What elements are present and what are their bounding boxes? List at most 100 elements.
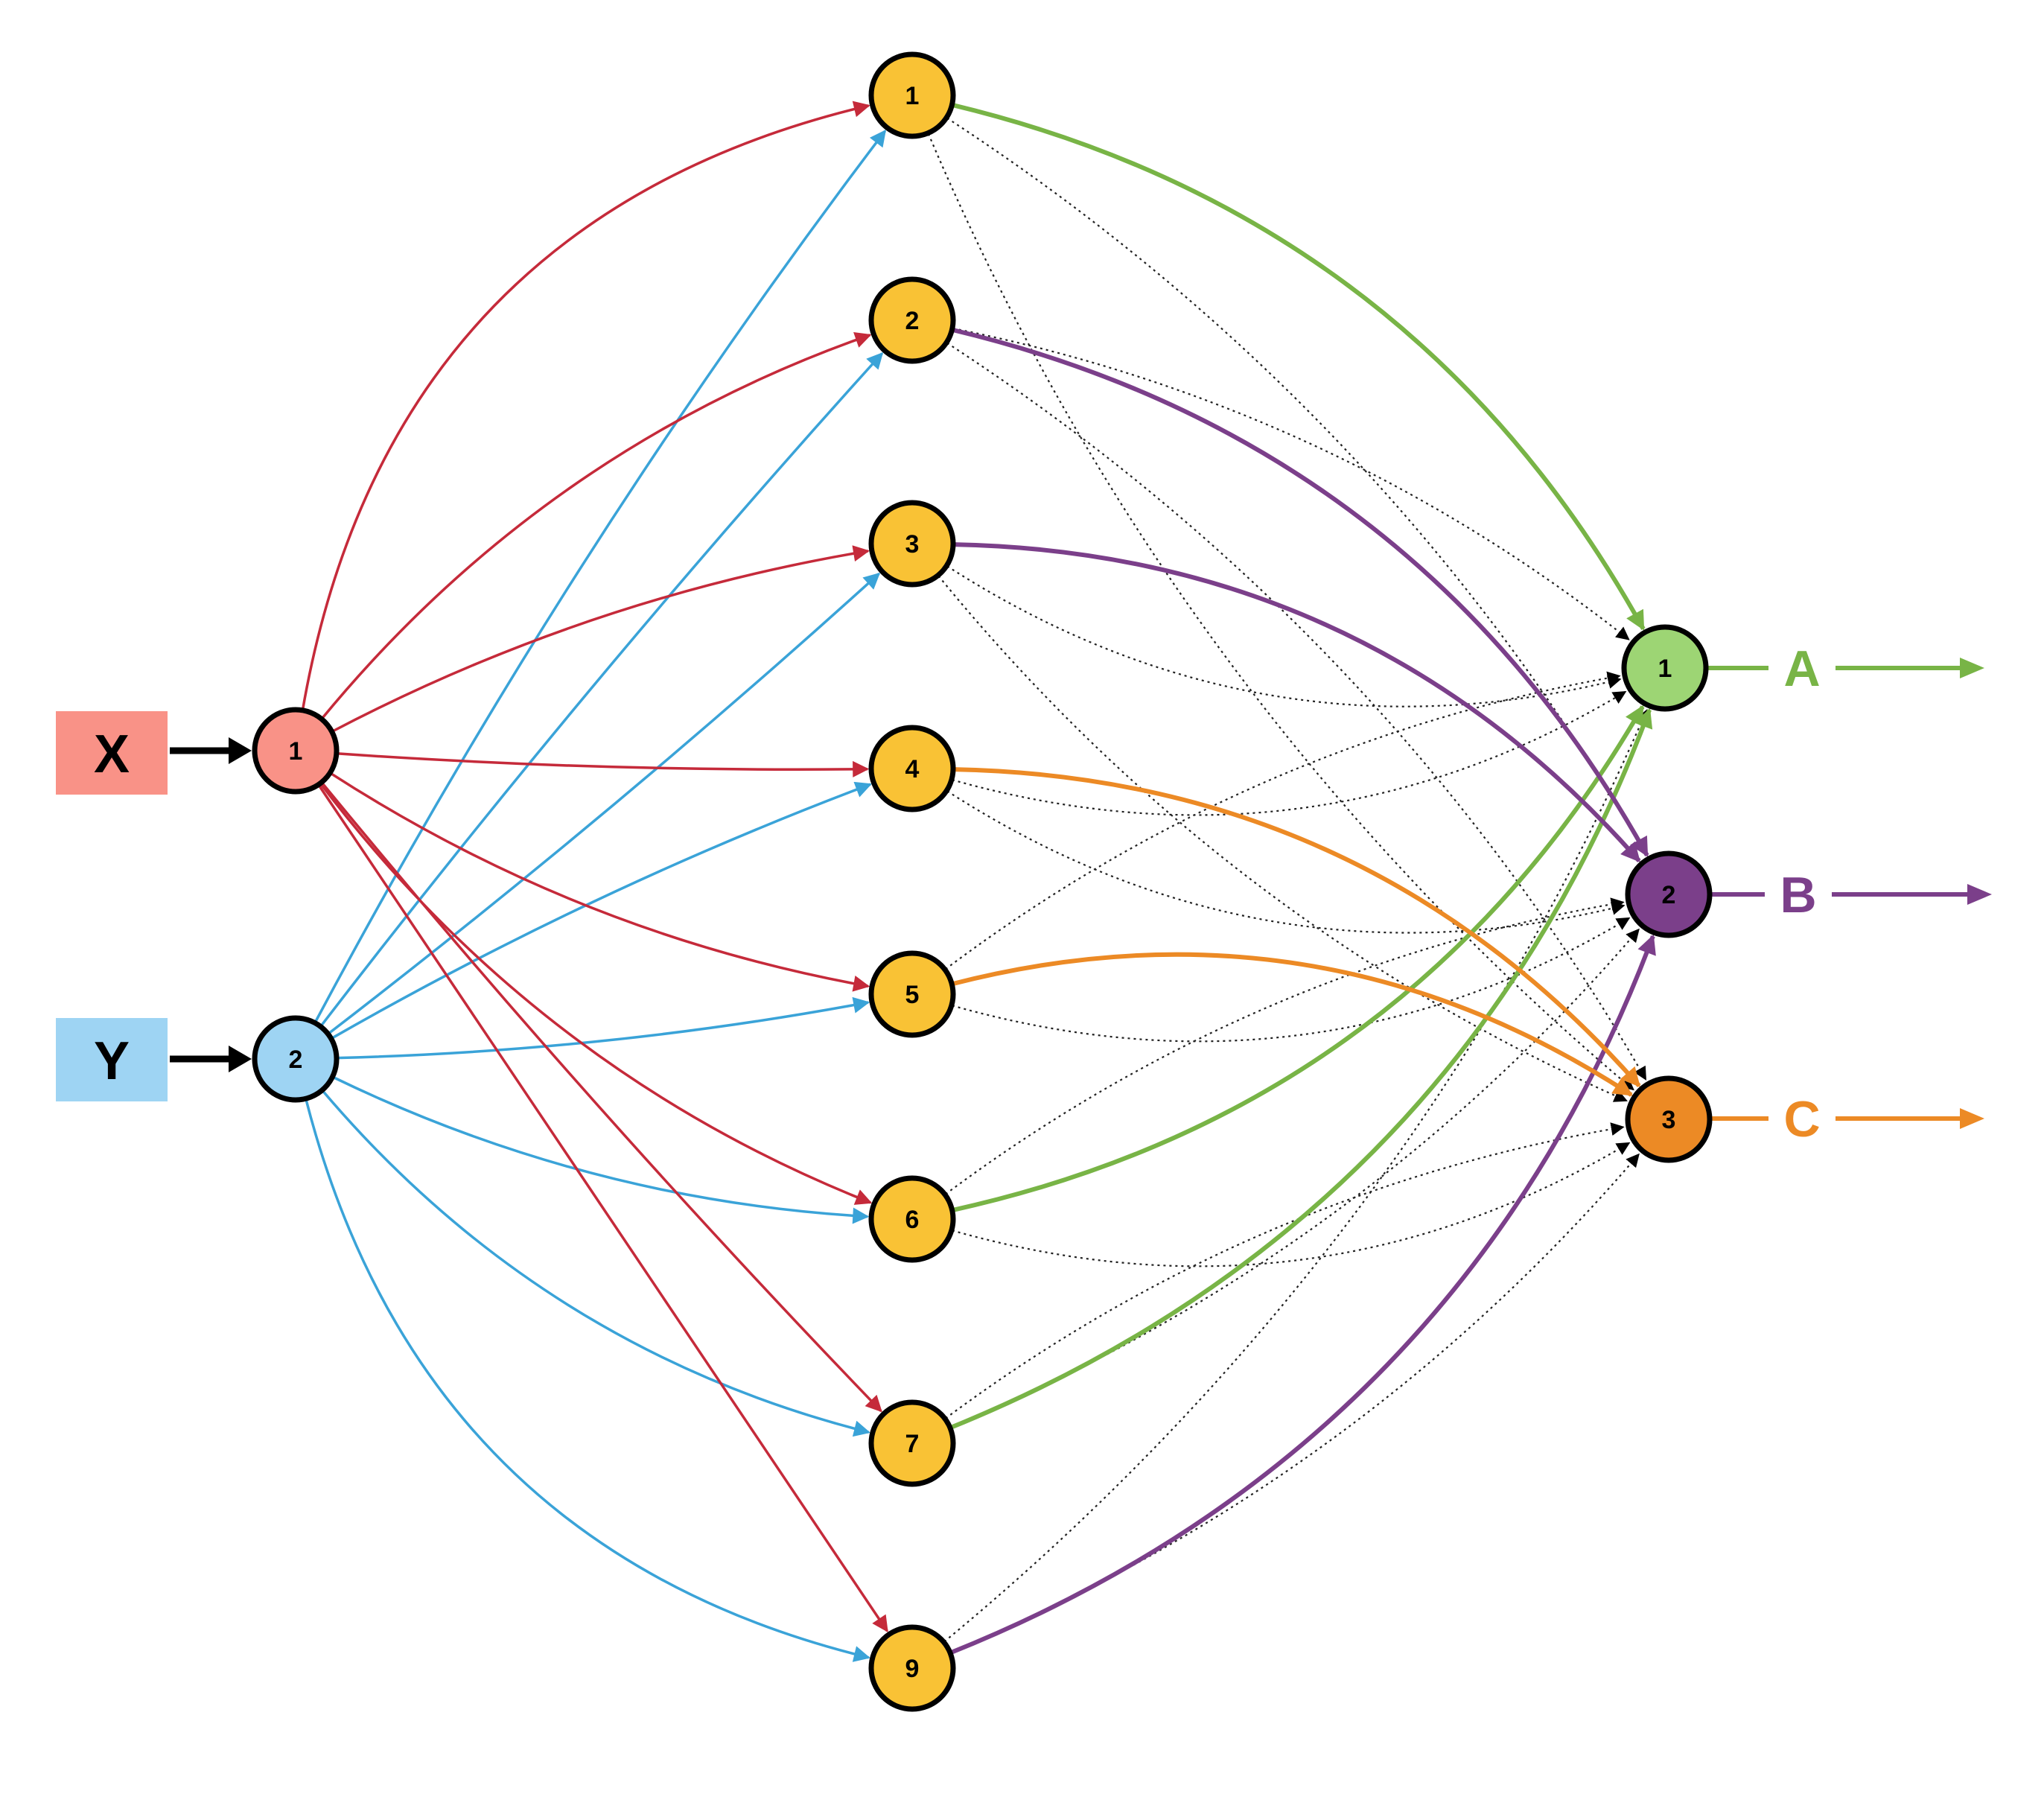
edge-x-to-hidden-5	[329, 772, 870, 992]
strong-edge-hidden-2-to-output-2	[952, 328, 1649, 857]
nodes-layer: 1 2 1 2 3 4 5 6 7 9 1 2 3	[252, 51, 1713, 1712]
output-node-2: 2	[1625, 850, 1713, 938]
output-node-3-circle	[1625, 1075, 1713, 1163]
edge-y-to-hidden-3	[327, 572, 881, 1035]
edge-y-to-hidden-6	[331, 1075, 870, 1224]
input-x-label: X	[94, 725, 130, 784]
hidden-node-6: 6	[868, 1175, 956, 1263]
strong-edge-hidden-3-to-output-2	[953, 542, 1641, 862]
dotted-edge-4-to-output-1	[952, 690, 1627, 816]
edge-x-to-hidden-8	[317, 783, 888, 1633]
dotted-edge-5-to-output-2	[952, 917, 1631, 1043]
hidden-node-5-label: 5	[905, 981, 920, 1009]
hidden-node-1: 1	[868, 51, 956, 139]
hidden-node-2-circle	[868, 276, 956, 364]
output-a-label-bg	[1768, 640, 1836, 696]
edge-y-to-hidden-2	[319, 352, 884, 1028]
dotted-edge-3-to-output-1	[946, 565, 1622, 707]
hidden-node-4-label: 4	[905, 755, 920, 783]
output-c-label: C	[1783, 1091, 1820, 1148]
input-y-group: Y	[56, 1018, 252, 1101]
input-edges	[301, 101, 888, 1662]
edge-x-to-hidden-2	[320, 331, 872, 720]
hidden-node-4: 4	[868, 725, 956, 812]
strong-edge-hidden-7-to-output-1	[949, 707, 1653, 1430]
edge-y-to-hidden-5	[336, 996, 870, 1060]
edge-y-to-hidden-8	[305, 1098, 870, 1662]
edge-x-to-hidden-1	[301, 101, 870, 711]
input-node-1-label: 1	[289, 737, 303, 766]
input-y-arrowhead	[229, 1046, 252, 1072]
dotted-edge-1-to-output-2	[946, 117, 1647, 856]
edge-x-to-hidden-3	[331, 545, 870, 734]
dotted-edge-1-to-output-3	[927, 133, 1634, 1091]
dotted-edge-2-to-output-1	[952, 327, 1630, 640]
output-b-label: B	[1780, 867, 1816, 923]
edge-x-to-hidden-4	[336, 752, 870, 777]
hidden-node-4-circle	[868, 725, 956, 812]
hidden-node-1-label: 1	[905, 82, 920, 110]
input-node-1: 1	[252, 707, 340, 795]
hidden-node-9: 9	[868, 1624, 956, 1712]
dotted-edge-8-to-output-3	[950, 1153, 1640, 1653]
output-c-arrowhead	[1960, 1108, 1984, 1129]
output-node-2-circle	[1625, 850, 1713, 938]
dotted-edge-8-to-output-1	[943, 709, 1649, 1643]
output-c-label-bg	[1768, 1091, 1836, 1146]
output-node-1: 1	[1621, 624, 1709, 712]
hidden-node-7-circle	[868, 1399, 956, 1487]
edge-x-to-hidden-6	[319, 782, 873, 1205]
dotted-edge-7-to-output-2	[950, 928, 1640, 1428]
input-node-1-circle	[252, 707, 340, 795]
edge-y-to-hidden-1	[313, 130, 887, 1024]
output-b-group: B	[1709, 867, 1992, 923]
input-node-2: 2	[252, 1015, 340, 1103]
output-b-label-bg	[1765, 867, 1832, 922]
edge-y-to-hidden-4	[330, 781, 872, 1040]
hidden-node-9-label: 9	[905, 1655, 920, 1683]
hidden-node-3: 3	[868, 500, 956, 588]
hidden-node-5-circle	[868, 950, 956, 1038]
output-a-group: A	[1705, 640, 1984, 697]
strong-edge-hidden-4-to-output-3	[953, 767, 1641, 1087]
hidden-node-7-label: 7	[905, 1430, 920, 1458]
input-y-box	[56, 1018, 168, 1101]
output-a-arrowhead	[1960, 658, 1984, 678]
input-x-box	[56, 711, 168, 795]
strong-edges	[949, 103, 1656, 1655]
output-a-label: A	[1783, 640, 1820, 697]
output-b-arrowhead	[1967, 884, 1992, 905]
input-node-2-label: 2	[289, 1046, 303, 1074]
hidden-node-6-circle	[868, 1175, 956, 1263]
dotted-edge-6-to-output-3	[952, 1142, 1631, 1267]
strong-edge-hidden-8-to-output-2	[949, 934, 1656, 1655]
dotted-edge-7-to-output-3	[945, 1122, 1625, 1419]
hidden-node-2-label: 2	[905, 307, 920, 335]
dotted-edge-3-to-output-3	[937, 575, 1628, 1102]
hidden-node-6-label: 6	[905, 1206, 920, 1234]
hidden-node-7: 7	[868, 1399, 956, 1487]
output-node-1-circle	[1621, 624, 1709, 712]
strong-edge-hidden-6-to-output-1	[952, 704, 1645, 1212]
dotted-edge-2-to-output-3	[946, 342, 1647, 1081]
edge-x-to-hidden-7	[320, 781, 882, 1413]
edge-y-to-hidden-7	[321, 1089, 870, 1437]
hidden-node-2: 2	[868, 276, 956, 364]
hidden-node-3-label: 3	[905, 530, 920, 559]
output-node-3: 3	[1625, 1075, 1713, 1163]
dotted-edge-4-to-output-2	[946, 790, 1626, 934]
input-x-group: X	[56, 711, 252, 795]
output-node-3-label: 3	[1662, 1106, 1676, 1134]
input-y-label: Y	[94, 1031, 130, 1091]
strong-edge-hidden-1-to-output-1	[952, 103, 1646, 631]
dotted-edges	[927, 117, 1649, 1653]
output-node-2-label: 2	[1662, 881, 1676, 909]
strong-edge-hidden-5-to-output-3	[952, 952, 1633, 1097]
hidden-node-3-circle	[868, 500, 956, 588]
output-node-1-label: 1	[1658, 655, 1672, 683]
dotted-edge-6-to-output-2	[945, 897, 1625, 1195]
hidden-node-9-circle	[868, 1624, 956, 1712]
hidden-node-1-circle	[868, 51, 956, 139]
dotted-edge-5-to-output-1	[945, 671, 1621, 970]
